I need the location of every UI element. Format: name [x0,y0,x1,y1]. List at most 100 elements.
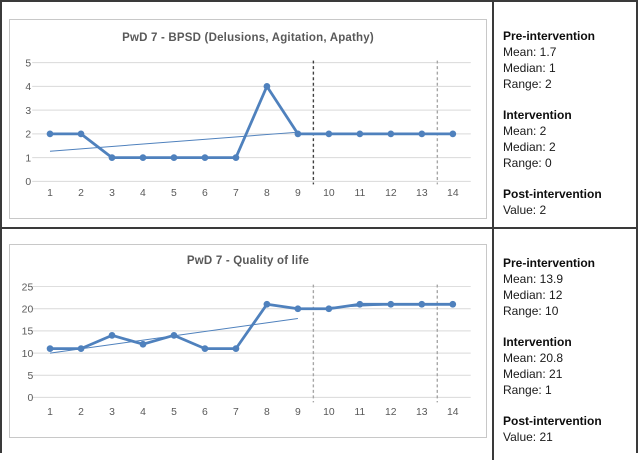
x-tick-label: 8 [264,407,270,418]
x-tick-label: 11 [354,188,365,199]
post-value: Value: 2 [503,203,547,217]
data-point-marker [263,82,271,90]
pre-intervention-heading: Pre-intervention [503,256,596,270]
x-tick-label: 9 [295,407,301,418]
x-tick-label: 2 [78,188,84,199]
qol-stats-panel: Pre-intervention Mean: 13.9 Median: 12 R… [494,229,636,460]
y-tick-label: 0 [25,177,31,188]
y-tick-label: 10 [22,349,34,360]
qol-post-intervention-stats: Post-intervention Value: 21 [503,413,632,445]
data-point-marker [139,340,147,348]
x-tick-label: 6 [202,407,208,418]
data-point-marker [387,300,395,308]
x-tick-label: 5 [171,188,177,199]
data-point-marker [449,300,457,308]
x-tick-label: 7 [233,407,239,418]
x-tick-label: 3 [109,188,115,199]
x-tick-label: 7 [233,188,239,199]
mean-value: Mean: 2 [503,124,547,138]
qol-chart-cell: 0 5 10 15 20 25 1 2 3 4 5 6 7 8 9 10 11 12 13 14 PwD 7 - Qu… [2,229,494,460]
bpsd-pre-intervention-stats: Pre-intervention Mean: 1.7 Median: 1 Ran… [503,28,632,92]
data-point-marker [232,154,240,161]
data-point-marker [356,130,364,138]
y-tick-label: 4 [25,82,31,93]
x-tick-label: 4 [140,407,146,418]
x-tick-label: 10 [323,188,335,199]
y-tick-label: 15 [22,327,34,338]
mean-value: Mean: 1.7 [503,45,557,59]
data-point-marker [139,154,147,161]
x-tick-label: 9 [295,188,301,199]
data-point-marker [263,300,271,308]
pre-intervention-heading: Pre-intervention [503,29,596,43]
range-value: Range: 0 [503,156,552,170]
x-tick-label: 12 [385,188,397,199]
data-point-marker [170,154,178,161]
mean-value: Mean: 13.9 [503,272,564,286]
y-tick-label: 20 [22,304,34,315]
data-point-marker [232,345,240,353]
intervention-heading: Intervention [503,108,572,122]
qol-row: 0 5 10 15 20 25 1 2 3 4 5 6 7 8 9 10 11 12 13 14 PwD 7 - Qu… [2,229,636,460]
x-tick-label: 13 [416,407,428,418]
data-point-marker [77,345,85,353]
x-tick-label: 6 [202,188,208,199]
x-tick-label: 13 [416,188,428,199]
x-tick-label: 1 [47,407,53,418]
trendline [49,131,298,152]
median-value: Median: 2 [503,140,556,154]
median-value: Median: 1 [503,61,556,75]
bpsd-intervention-stats: Intervention Mean: 2 Median: 2 Range: 0 [503,107,632,171]
y-tick-label: 3 [25,106,31,117]
data-point-marker [294,130,302,138]
data-point-marker [77,130,85,138]
x-tick-label: 1 [47,188,53,199]
mean-value: Mean: 20.8 [503,351,564,365]
y-tick-label: 25 [22,282,34,293]
data-point-marker [170,331,178,339]
intervention-heading: Intervention [503,335,572,349]
qol-intervention-stats: Intervention Mean: 20.8 Median: 21 Range… [503,334,632,398]
y-tick-label: 5 [27,371,33,382]
x-tick-label: 10 [323,407,335,418]
data-point-marker [201,154,209,161]
bpsd-row: 0 1 2 3 4 5 1 2 3 4 5 6 7 8 9 10 11 12 13 14 PwD 7 - BPSD (… [2,2,636,229]
median-value: Median: 21 [503,367,563,381]
x-tick-label: 14 [447,407,459,418]
x-tick-label: 4 [140,188,146,199]
post-intervention-heading: Post-intervention [503,187,602,201]
data-point-marker [325,305,333,313]
qol-chart: 0 5 10 15 20 25 1 2 3 4 5 6 7 8 9 10 11 12 13 14 PwD 7 - Qu… [9,244,487,438]
qol-chart-title: PwD 7 - Quality of life [186,255,310,267]
y-tick-label: 0 [27,393,33,404]
y-tick-label: 2 [25,130,31,141]
bpsd-post-intervention-stats: Post-intervention Value: 2 [503,186,632,218]
data-point-marker [108,154,116,161]
range-value: Range: 1 [503,383,552,397]
post-value: Value: 21 [503,430,553,444]
data-point-marker [46,130,54,138]
y-tick-label: 1 [25,153,31,164]
x-tick-label: 5 [171,407,177,418]
data-point-marker [418,300,426,308]
bpsd-chart-cell: 0 1 2 3 4 5 1 2 3 4 5 6 7 8 9 10 11 12 13 14 PwD 7 - BPSD (… [2,2,494,227]
x-tick-label: 11 [354,407,365,418]
data-point-marker [294,305,302,313]
series-line [48,84,455,159]
y-tick-label: 5 [25,58,31,69]
data-point-marker [418,130,426,138]
data-point-marker [387,130,395,138]
post-intervention-heading: Post-intervention [503,414,602,428]
data-point-marker [325,130,333,138]
x-tick-label: 3 [109,407,115,418]
x-tick-label: 12 [385,407,397,418]
data-point-marker [46,345,54,353]
range-value: Range: 2 [503,77,552,91]
series-line [48,302,455,351]
data-point-marker [201,345,209,353]
bpsd-chart: 0 1 2 3 4 5 1 2 3 4 5 6 7 8 9 10 11 12 13 14 PwD 7 - BPSD (… [9,19,487,219]
data-point-marker [449,130,457,138]
bpsd-chart-title: PwD 7 - BPSD (Delusions, Agitation, Apat… [122,32,374,44]
